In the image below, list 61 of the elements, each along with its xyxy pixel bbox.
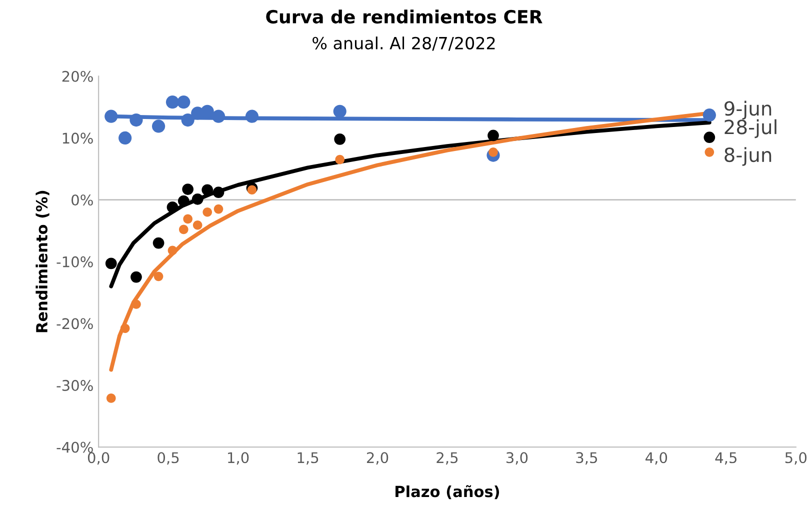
point xyxy=(704,148,714,157)
point xyxy=(152,120,166,133)
point xyxy=(192,220,202,230)
point xyxy=(334,134,346,145)
point xyxy=(106,394,116,403)
point xyxy=(200,104,214,118)
x-tick-label: 4,5 xyxy=(715,452,736,465)
y-tick-label: -20% xyxy=(56,318,93,330)
point xyxy=(488,130,499,142)
point xyxy=(245,110,259,123)
point xyxy=(202,207,212,217)
y-tick-label: 10% xyxy=(62,132,93,144)
x-tick-label: 2,0 xyxy=(366,452,388,465)
point xyxy=(120,324,130,334)
x-tick-label: 5,0 xyxy=(785,452,807,465)
y-tick-label: 0% xyxy=(72,194,93,206)
point xyxy=(104,110,118,123)
point xyxy=(178,224,188,234)
point xyxy=(177,96,190,109)
point xyxy=(202,184,214,196)
point xyxy=(168,246,178,256)
x-tick-label: 1,5 xyxy=(298,452,318,465)
point xyxy=(333,104,346,118)
series-label: 28-jul xyxy=(724,119,776,138)
point xyxy=(212,186,224,198)
y-tick-label: -30% xyxy=(56,380,93,391)
series-label: 9-jun xyxy=(724,100,772,120)
point xyxy=(118,131,132,145)
y-axis-title: Rendimiento (%) xyxy=(36,190,50,332)
x-tick-label: 0,0 xyxy=(88,452,110,465)
y-tick-label: -10% xyxy=(56,256,93,268)
point xyxy=(105,258,117,270)
x-tick-label: 1,0 xyxy=(228,452,249,465)
x-tick-label: 3,5 xyxy=(576,452,598,465)
point xyxy=(247,185,257,195)
point xyxy=(166,202,178,213)
y-tick-label: 20% xyxy=(62,70,93,82)
point xyxy=(192,193,204,205)
point xyxy=(166,96,180,109)
point xyxy=(154,272,164,282)
x-axis-title: Plazo (años) xyxy=(396,485,500,500)
x-tick-label: 0,5 xyxy=(158,452,179,465)
point xyxy=(212,110,226,123)
x-tick-label: 4,0 xyxy=(646,452,668,465)
point xyxy=(130,113,143,127)
point xyxy=(130,271,142,283)
point xyxy=(214,204,224,214)
y-tick-label: -40% xyxy=(56,442,93,453)
point xyxy=(704,132,716,144)
point xyxy=(178,195,190,207)
point xyxy=(152,237,164,249)
x-tick-label: 3,0 xyxy=(506,452,528,465)
chart-title: Curva de rendimientos CER xyxy=(266,10,542,24)
chart-subtitle: % anual. Al 28/7/2022 xyxy=(312,36,495,51)
point xyxy=(181,113,194,127)
point xyxy=(182,184,194,195)
x-tick-label: 2,5 xyxy=(436,452,458,465)
point xyxy=(183,214,192,224)
point xyxy=(702,108,716,122)
point xyxy=(335,154,344,164)
series-label: 8-jun xyxy=(724,147,772,166)
